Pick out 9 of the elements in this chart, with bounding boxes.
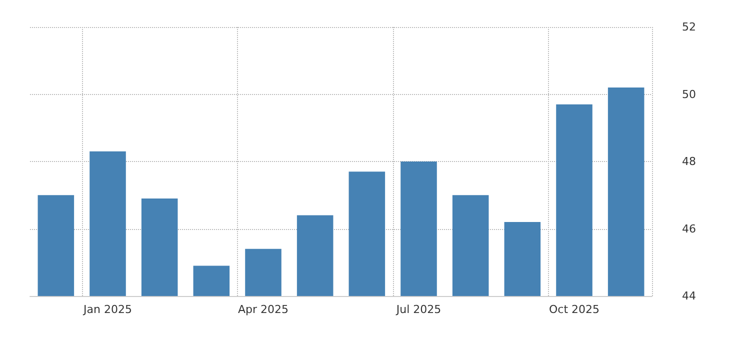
y-tick-label: 48 <box>682 155 696 168</box>
x-tick-label: Jul 2025 <box>395 303 442 316</box>
y-tick-label: 44 <box>682 290 696 302</box>
y-tick-label: 52 <box>682 20 696 34</box>
x-tick-label: Oct 2025 <box>548 303 600 316</box>
y-tick-label: 50 <box>682 88 696 101</box>
y-tick-label: 46 <box>682 222 696 236</box>
x-tick-label: Jan 2025 <box>82 303 132 316</box>
x-tick-label: Apr 2025 <box>238 303 289 316</box>
